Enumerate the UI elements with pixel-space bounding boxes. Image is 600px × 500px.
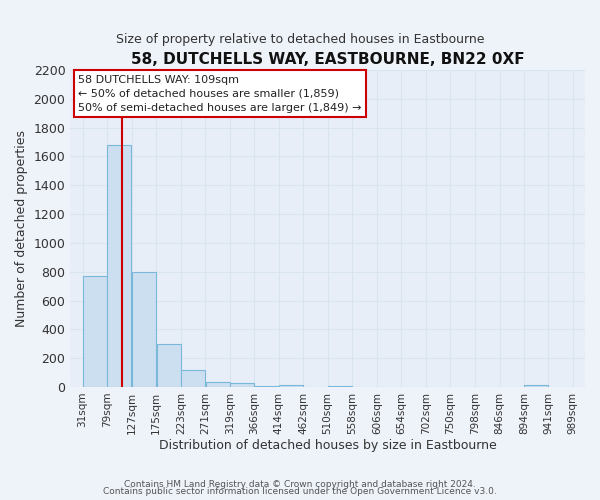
Bar [279,385,303,387]
Text: 58 DUTCHELLS WAY: 109sqm
← 50% of detached houses are smaller (1,859)
50% of sem: 58 DUTCHELLS WAY: 109sqm ← 50% of detach… [78,75,362,113]
Text: Size of property relative to detached houses in Eastbourne: Size of property relative to detached ho… [116,32,484,46]
Bar [157,344,181,387]
Bar [83,276,107,387]
Bar [206,382,230,387]
Bar [107,145,131,387]
Text: Contains HM Land Registry data © Crown copyright and database right 2024.: Contains HM Land Registry data © Crown c… [124,480,476,489]
Bar [132,272,156,387]
Text: Contains public sector information licensed under the Open Government Licence v3: Contains public sector information licen… [103,488,497,496]
Title: 58, DUTCHELLS WAY, EASTBOURNE, BN22 0XF: 58, DUTCHELLS WAY, EASTBOURNE, BN22 0XF [131,52,524,68]
Bar [254,386,278,387]
Y-axis label: Number of detached properties: Number of detached properties [15,130,28,327]
Bar [230,384,254,387]
Bar [328,386,352,387]
Bar [524,385,548,387]
Bar [181,370,205,387]
X-axis label: Distribution of detached houses by size in Eastbourne: Distribution of detached houses by size … [159,440,497,452]
